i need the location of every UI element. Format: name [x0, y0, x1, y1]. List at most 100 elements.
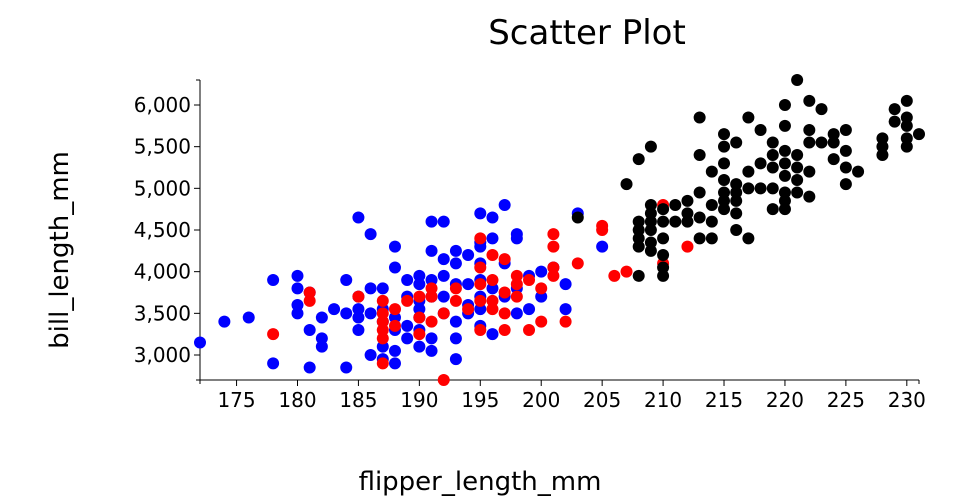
- x-tick-label: 180: [278, 388, 316, 412]
- scatter-point-series-3: [827, 136, 840, 149]
- scatter-point-series-2: [474, 232, 487, 245]
- scatter-point-series-3: [705, 215, 718, 228]
- scatter-point-series-2: [401, 294, 414, 307]
- scatter-point-series-3: [742, 182, 755, 195]
- scatter-point-series-1: [352, 303, 365, 316]
- scatter-point-series-3: [718, 157, 731, 170]
- scatter-point-series-2: [486, 274, 499, 286]
- scatter-point-series-2: [498, 307, 511, 320]
- scatter-point-series-3: [644, 224, 657, 236]
- scatter-point-series-2: [596, 224, 609, 236]
- scatter-point-series-1: [523, 303, 536, 316]
- scatter-point-series-3: [730, 224, 743, 236]
- scatter-point-series-2: [608, 269, 621, 282]
- scatter-point-series-3: [657, 249, 670, 261]
- scatter-point-series-3: [705, 232, 718, 245]
- scatter-point-series-3: [900, 140, 913, 153]
- scatter-point-series-1: [315, 311, 328, 324]
- scatter-point-series-1: [474, 207, 487, 220]
- scatter-point-series-1: [401, 274, 414, 286]
- scatter-point-series-3: [754, 157, 767, 170]
- scatter-point-series-3: [803, 190, 816, 203]
- scatter-point-series-3: [693, 232, 706, 245]
- scatter-point-series-1: [474, 303, 487, 316]
- scatter-point-series-1: [449, 315, 462, 328]
- scatter-point-series-1: [510, 228, 523, 241]
- scatter-point-series-3: [803, 94, 816, 107]
- scatter-point-series-3: [730, 194, 743, 207]
- scatter-point-series-3: [766, 136, 779, 149]
- scatter-point-series-1: [218, 315, 231, 328]
- scatter-point-series-3: [742, 165, 755, 178]
- scatter-point-series-2: [474, 278, 487, 291]
- scatter-point-series-1: [364, 228, 377, 241]
- scatter-point-series-2: [547, 228, 560, 241]
- scatter-point-series-3: [791, 149, 804, 161]
- scatter-point-series-1: [291, 269, 304, 282]
- scatter-point-series-2: [510, 290, 523, 303]
- scatter-point-series-3: [693, 111, 706, 124]
- scatter-point-series-1: [425, 344, 438, 357]
- scatter-point-series-3: [681, 207, 694, 220]
- scatter-point-series-3: [766, 149, 779, 161]
- scatter-point-series-3: [718, 203, 731, 216]
- scatter-point-series-3: [681, 215, 694, 228]
- scatter-point-series-1: [388, 261, 401, 274]
- scatter-point-series-3: [657, 261, 670, 274]
- scatter-point-series-1: [486, 232, 499, 245]
- scatter-point-series-1: [462, 249, 475, 261]
- scatter-point-series-1: [267, 274, 280, 286]
- scatter-point-series-2: [388, 303, 401, 316]
- scatter-point-series-1: [401, 319, 414, 332]
- scatter-point-series-2: [498, 286, 511, 299]
- axes: 3,000 3,500 4,000 4,500 5,000 5,500 6,000 175 18…: [134, 79, 926, 412]
- scatter-point-series-2: [388, 319, 401, 332]
- scatter-point-series-3: [693, 149, 706, 161]
- scatter-point-series-3: [839, 124, 852, 136]
- scatter-point-series-3: [839, 178, 852, 191]
- scatter-point-series-2: [449, 282, 462, 295]
- y-tick-label: 5,000: [134, 176, 191, 200]
- scatter-point-series-2: [547, 269, 560, 282]
- scatter-point-series-2: [547, 261, 560, 274]
- scatter-point-series-1: [535, 265, 548, 278]
- scatter-point-series-3: [669, 215, 682, 228]
- scatter-point-series-3: [571, 211, 584, 224]
- scatter-point-series-3: [766, 203, 779, 216]
- scatter-point-series-1: [425, 332, 438, 345]
- y-tick-label: 4,000: [134, 260, 191, 284]
- x-axis-label: flipper_length_mm: [359, 467, 602, 497]
- scatter-point-series-3: [742, 232, 755, 245]
- scatter-point-series-3: [718, 140, 731, 153]
- scatter-point-series-1: [340, 274, 353, 286]
- scatter-point-series-2: [376, 307, 389, 320]
- scatter-point-series-1: [559, 278, 572, 291]
- scatter-point-series-3: [900, 132, 913, 145]
- scatter-point-series-3: [632, 240, 645, 253]
- scatter-point-series-3: [681, 194, 694, 207]
- scatter-point-series-2: [681, 240, 694, 253]
- scatter-point-series-2: [413, 328, 426, 341]
- scatter-point-series-2: [571, 257, 584, 270]
- scatter-point-series-3: [791, 74, 804, 86]
- scatter-point-series-1: [328, 303, 341, 316]
- scatter-point-series-1: [486, 211, 499, 224]
- scatter-point-series-1: [425, 215, 438, 228]
- scatter-point-series-3: [839, 144, 852, 157]
- scatter-point-series-3: [730, 207, 743, 220]
- y-tick-label: 5,500: [134, 135, 191, 159]
- scatter-point-series-3: [778, 169, 791, 182]
- scatter-point-series-2: [425, 290, 438, 303]
- scatter-point-series-3: [705, 165, 718, 178]
- scatter-point-series-3: [718, 194, 731, 207]
- scatter-point-series-2: [486, 294, 499, 307]
- scatter-point-series-1: [352, 324, 365, 336]
- scatter-point-series-1: [388, 344, 401, 357]
- scatter-point-series-1: [510, 307, 523, 320]
- x-tick-label: 215: [705, 388, 743, 412]
- y-tick-label: 3,000: [134, 343, 191, 367]
- scatter-point-series-1: [364, 307, 377, 320]
- scatter-point-series-2: [376, 357, 389, 370]
- scatter-point-series-1: [340, 307, 353, 320]
